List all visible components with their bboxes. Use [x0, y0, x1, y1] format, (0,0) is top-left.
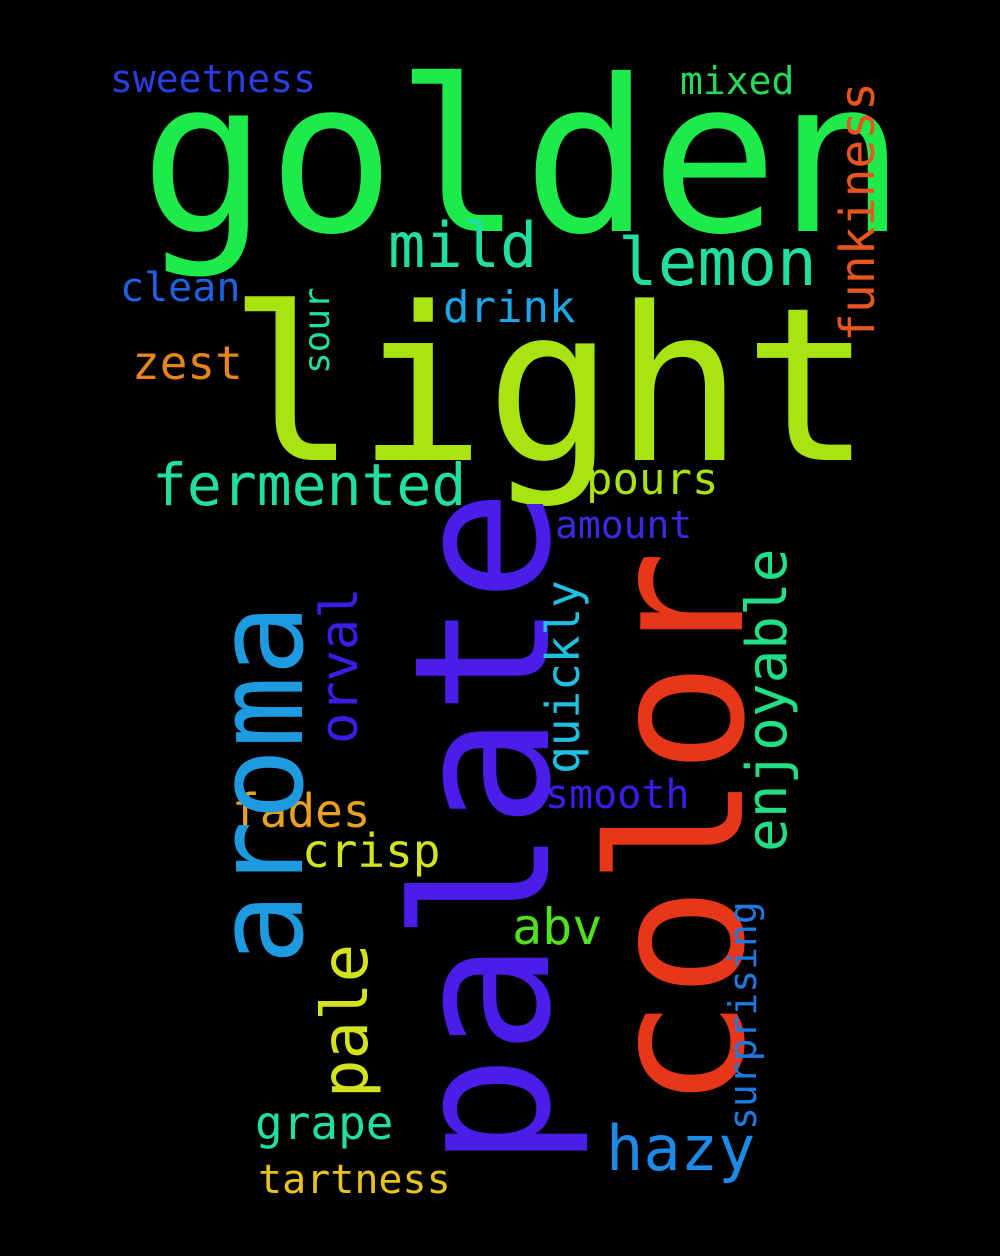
word-grape: grape — [255, 1096, 394, 1150]
word-mild: mild — [388, 209, 538, 282]
word-fermented: fermented — [152, 451, 467, 519]
word-clean: clean — [120, 265, 241, 311]
word-crisp: crisp — [302, 824, 441, 878]
word-abv: abv — [512, 898, 603, 956]
word-pours: pours — [586, 454, 719, 505]
word-fades: fades — [232, 784, 371, 838]
word-amount: amount — [555, 503, 693, 547]
word-tartness: tartness — [258, 1157, 451, 1203]
word-zest: zest — [132, 336, 243, 390]
word-lemon: lemon — [618, 224, 817, 301]
word-mixed: mixed — [680, 59, 795, 103]
word-smooth: smooth — [545, 772, 690, 818]
word-light: light — [228, 262, 873, 511]
word-drink: drink — [443, 282, 576, 333]
word-sweetness: sweetness — [110, 57, 316, 101]
word-golden: golden — [140, 34, 906, 281]
word-hazy: hazy — [606, 1112, 756, 1185]
